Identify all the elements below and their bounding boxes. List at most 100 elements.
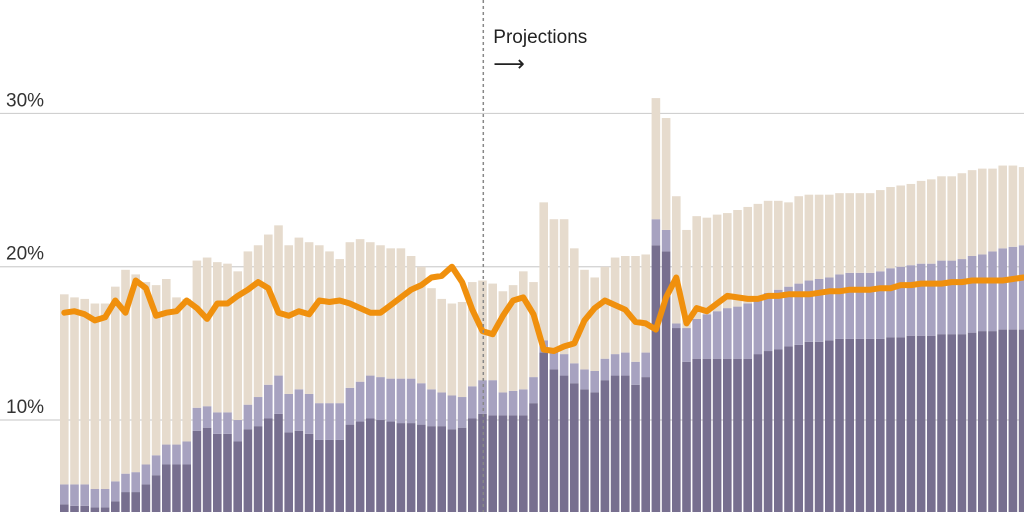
bar-top-82: [896, 185, 905, 267]
bar-bottom-59: [661, 251, 671, 512]
bar-bottom-41: [478, 413, 487, 512]
bar-bottom-50: [570, 383, 579, 512]
bar-bottom-70: [774, 349, 783, 512]
bar-top-47: [539, 202, 548, 341]
bar-middle-39: [457, 397, 467, 428]
bar-bottom-48: [549, 369, 559, 512]
bar-bottom-16: [223, 433, 232, 512]
bar-bottom-8: [141, 484, 151, 512]
bar-bottom-24: [304, 433, 314, 512]
bar-middle-9: [151, 455, 161, 476]
bar-middle-44: [508, 390, 518, 416]
bar-middle-4: [100, 489, 110, 508]
bar-bottom-69: [763, 351, 773, 512]
bar-middle-87: [947, 260, 956, 335]
bar-bottom-73: [804, 341, 814, 512]
bar-middle-86: [937, 260, 946, 335]
bar-middle-19: [253, 397, 263, 427]
bar-middle-3: [90, 489, 100, 508]
bar-top-68: [753, 203, 763, 298]
bar-top-0: [60, 294, 69, 485]
bar-top-48: [549, 219, 559, 352]
bar-bottom-66: [733, 358, 742, 512]
bar-top-37: [437, 298, 446, 393]
bar-bottom-65: [723, 358, 732, 512]
bar-bottom-38: [447, 429, 457, 512]
bar-top-56: [631, 256, 640, 362]
bar-top-43: [498, 291, 508, 393]
bar-bottom-82: [896, 337, 905, 512]
bar-top-69: [763, 200, 773, 293]
tick-labels: 30% 20% 10% Projections ⟶: [6, 27, 587, 418]
bar-top-15: [213, 262, 222, 413]
bar-top-89: [967, 170, 977, 256]
bar-bottom-83: [906, 335, 916, 512]
bar-top-92: [998, 165, 1007, 249]
bar-bottom-67: [743, 358, 752, 512]
bar-bottom-75: [825, 340, 834, 512]
bar-middle-63: [702, 314, 712, 359]
bar-middle-90: [978, 254, 987, 332]
bar-top-39: [457, 301, 467, 398]
bar-middle-17: [233, 420, 242, 442]
bar-bottom-11: [172, 464, 181, 512]
bar-bottom-43: [498, 415, 508, 512]
bar-top-93: [1008, 165, 1018, 247]
bar-bottom-64: [712, 358, 722, 512]
bar-bottom-94: [1018, 329, 1024, 512]
bar-middle-88: [957, 259, 967, 335]
bar-middle-36: [427, 389, 436, 427]
bar-middle-80: [876, 271, 885, 339]
bar-middle-94: [1018, 245, 1024, 330]
bar-middle-0: [60, 484, 69, 505]
bar-top-64: [712, 214, 722, 312]
bar-top-72: [794, 196, 803, 284]
bar-middle-64: [712, 311, 722, 359]
bar-bottom-62: [692, 358, 701, 512]
bar-top-67: [743, 206, 752, 304]
bar-top-18: [243, 251, 253, 405]
bar-top-85: [927, 179, 936, 264]
bar-middle-21: [274, 375, 283, 414]
bar-bottom-12: [182, 464, 191, 512]
bar-middle-49: [559, 354, 569, 376]
bar-middle-52: [590, 370, 599, 393]
bar-top-84: [916, 180, 926, 264]
bar-middle-58: [651, 219, 661, 246]
bar-bottom-28: [345, 424, 355, 512]
bar-bottom-55: [621, 375, 630, 512]
bar-bottom-39: [457, 427, 467, 512]
bar-middle-15: [213, 412, 222, 434]
bar-middle-70: [774, 289, 783, 350]
bar-bottom-26: [325, 439, 334, 512]
projections-arrow-icon: ⟶: [493, 52, 525, 77]
bar-bottom-51: [580, 389, 589, 512]
y-tick-label-20: 20%: [6, 244, 44, 265]
bar-top-59: [661, 118, 671, 230]
bar-top-28: [345, 242, 355, 388]
bar-top-61: [682, 229, 691, 329]
bar-top-14: [202, 257, 212, 407]
bar-bottom-47: [539, 352, 548, 512]
bar-bottom-74: [814, 341, 824, 512]
bar-top-76: [835, 193, 844, 275]
bar-bottom-18: [243, 429, 253, 512]
bar-top-79: [865, 193, 875, 273]
bar-bottom-54: [610, 375, 620, 512]
bar-bottom-89: [967, 332, 977, 512]
bar-bottom-37: [437, 426, 446, 512]
bar-bottom-85: [927, 335, 936, 512]
bar-top-70: [774, 200, 783, 290]
bar-bottom-15: [213, 433, 222, 512]
bar-middle-48: [549, 351, 559, 370]
bar-middle-65: [723, 308, 732, 359]
bar-bottom-61: [682, 361, 691, 512]
bar-middle-72: [794, 283, 803, 345]
bar-top-30: [366, 242, 375, 376]
bar-middle-1: [70, 484, 79, 506]
bar-middle-31: [376, 377, 385, 421]
bar-middle-16: [223, 412, 232, 434]
bar-bottom-84: [916, 335, 926, 512]
bar-top-17: [233, 271, 242, 421]
